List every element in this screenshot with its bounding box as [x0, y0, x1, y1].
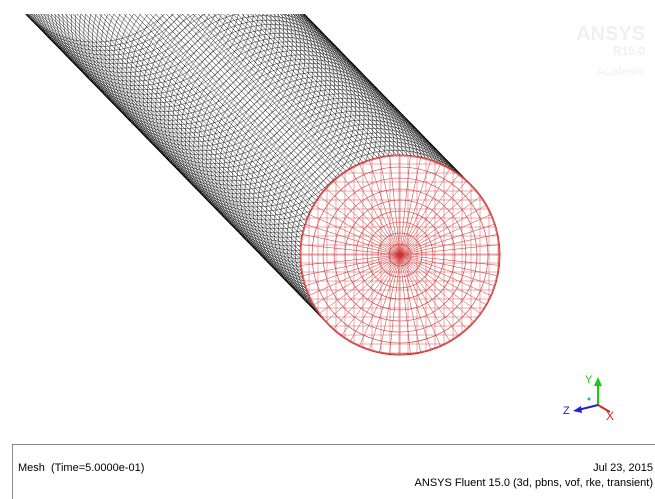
axis-label-z: Z: [563, 405, 570, 417]
mesh-line: [0, 0, 300, 251]
mesh-ring: [58, 0, 258, 107]
graphics-view: ANSYS R15.0 Academic Y Z X: [0, 0, 655, 440]
mesh-line: [132, 0, 438, 162]
mesh-line: [9, 0, 315, 204]
mesh-line: [61, 0, 367, 161]
mesh-line: [83, 0, 389, 156]
logo-version: R15.0: [613, 44, 645, 58]
footer-product: ANSYS Fluent 15.0 (3d, pbns, vof, rke, t…: [415, 477, 653, 489]
mesh-ring: [0, 0, 199, 47]
face-mesh: [300, 155, 500, 355]
axis-label-x: X: [606, 409, 614, 423]
axis-triad: Y Z X: [563, 374, 614, 423]
mesh-line: [23, 0, 329, 186]
footer-date: Jul 23, 2015: [593, 462, 653, 474]
logo-name: ANSYS: [576, 23, 645, 45]
footer-title: Mesh (Time=5.0000e-01): [18, 462, 144, 474]
mesh-ring: [80, 0, 280, 129]
logo: ANSYS R15.0 Academic: [576, 23, 645, 78]
fluent-window: ANSYS R15.0 Academic Y Z X Mesh (Time=5.…: [0, 0, 655, 499]
axis-label-y: Y: [585, 374, 593, 386]
mesh-ring: [42, 0, 242, 90]
mesh-line: [65, 0, 371, 160]
mesh-ring: [29, 0, 229, 77]
logo-edition: Academic: [597, 66, 646, 78]
